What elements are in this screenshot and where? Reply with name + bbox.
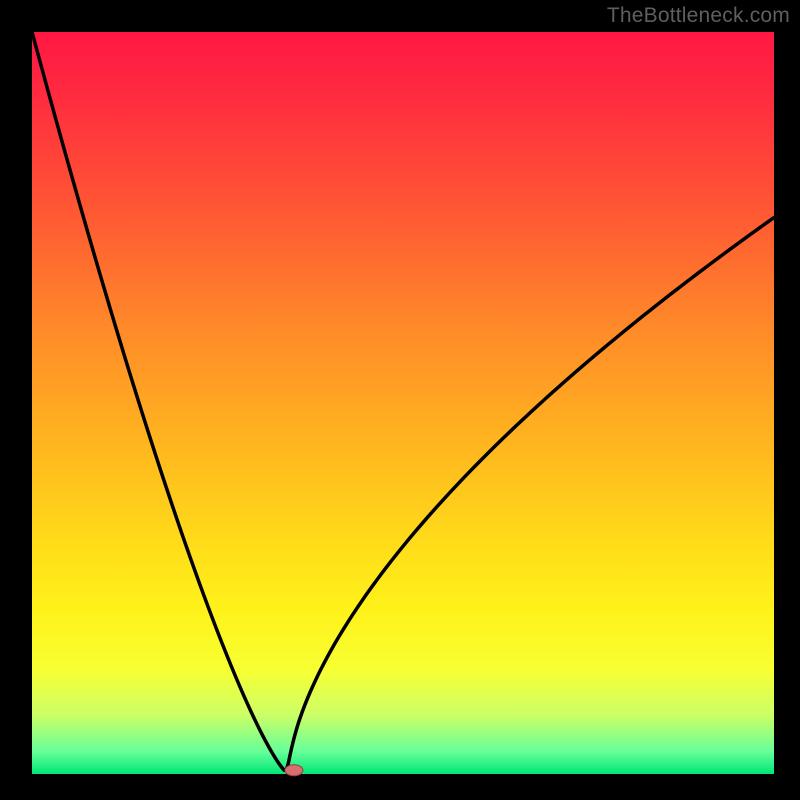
chart-svg	[0, 0, 800, 800]
min-marker	[285, 765, 303, 776]
attribution-text: TheBottleneck.com	[607, 4, 790, 28]
plot-area	[32, 32, 774, 774]
